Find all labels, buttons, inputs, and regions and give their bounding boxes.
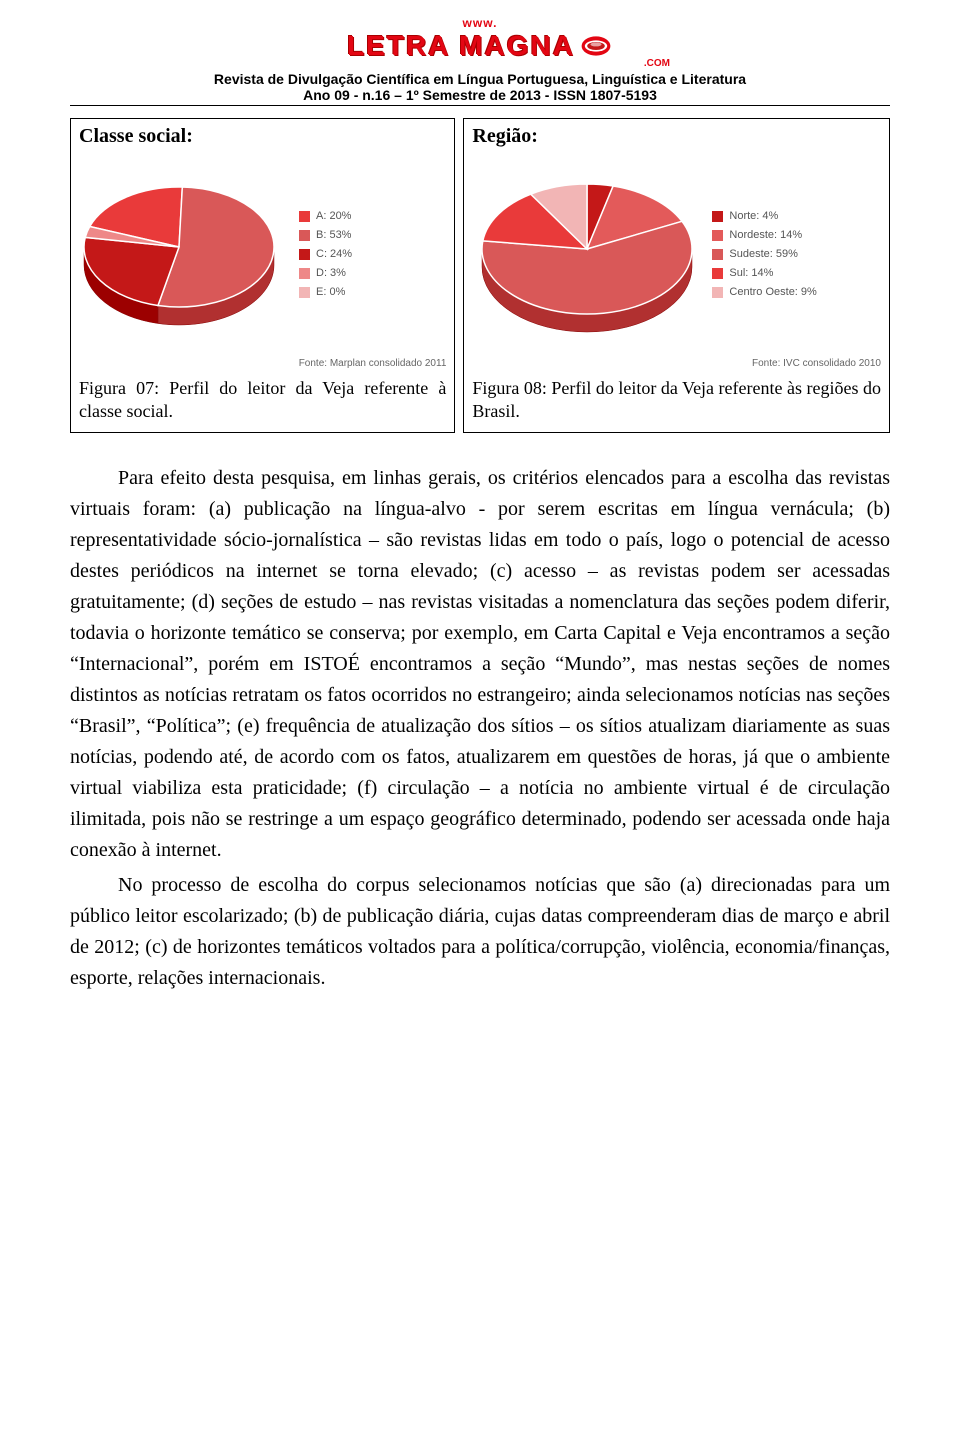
legend-swatch xyxy=(299,230,310,241)
figure-07-legend: A: 20% B: 53% C: 24% D: 3% E: 0% xyxy=(299,210,352,298)
legend-swatch xyxy=(299,268,310,279)
logo-eye-icon xyxy=(579,34,613,58)
logo-www: www. xyxy=(70,16,890,30)
figure-07-pie xyxy=(79,169,289,339)
figure-08-source: Fonte: IVC consolidado 2010 xyxy=(472,358,881,369)
legend-label: D: 3% xyxy=(316,267,346,279)
legend-item: A: 20% xyxy=(299,210,352,222)
paragraph-1: Para efeito desta pesquisa, em linhas ge… xyxy=(70,463,890,866)
legend-item: Norte: 4% xyxy=(712,210,816,222)
legend-label: Norte: 4% xyxy=(729,210,778,222)
legend-swatch xyxy=(712,230,723,241)
legend-label: Sudeste: 59% xyxy=(729,248,798,260)
figure-08-cell: Região: Norte: 4% Nordeste: 14% Sudeste: 5… xyxy=(463,118,890,433)
legend-swatch xyxy=(712,268,723,279)
legend-label: B: 53% xyxy=(316,229,351,241)
legend-swatch xyxy=(712,287,723,298)
legend-swatch xyxy=(299,249,310,260)
legend-swatch xyxy=(712,249,723,260)
figure-07-caption: Figura 07: Perfil do leitor da Veja refe… xyxy=(79,377,446,422)
legend-item: Centro Oeste: 9% xyxy=(712,286,816,298)
figure-08-caption: Figura 08: Perfil do leitor da Veja refe… xyxy=(472,377,881,422)
figure-07-source: Fonte: Marplan consolidado 2011 xyxy=(79,358,446,369)
legend-item: C: 24% xyxy=(299,248,352,260)
figures-row: Classe social: A: 20% B: 53% C: 24% D: 3% E:… xyxy=(70,118,890,433)
paragraph-2: No processo de escolha do corpus selecio… xyxy=(70,870,890,994)
legend-label: E: 0% xyxy=(316,286,345,298)
legend-swatch xyxy=(712,211,723,222)
legend-item: Sudeste: 59% xyxy=(712,248,816,260)
figure-07-title: Classe social: xyxy=(79,125,446,148)
legend-label: A: 20% xyxy=(316,210,351,222)
figure-08-title: Região: xyxy=(472,125,881,148)
page-header: www. LETRA MAGNA .COM Revista de Divulga… xyxy=(70,16,890,106)
body-text: Para efeito desta pesquisa, em linhas ge… xyxy=(70,463,890,994)
legend-item: B: 53% xyxy=(299,229,352,241)
legend-item: Nordeste: 14% xyxy=(712,229,816,241)
journal-title: Revista de Divulgação Científica em Líng… xyxy=(70,71,890,87)
figure-07-cell: Classe social: A: 20% B: 53% C: 24% D: 3% E:… xyxy=(70,118,455,433)
header-divider xyxy=(70,105,890,106)
journal-issue: Ano 09 - n.16 – 1º Semestre de 2013 - IS… xyxy=(70,87,890,103)
figure-08-legend: Norte: 4% Nordeste: 14% Sudeste: 59% Sul: 1… xyxy=(712,210,816,298)
legend-swatch xyxy=(299,211,310,222)
legend-item: E: 0% xyxy=(299,286,352,298)
legend-swatch xyxy=(299,287,310,298)
legend-label: Centro Oeste: 9% xyxy=(729,286,816,298)
logo-text: LETRA MAGNA xyxy=(347,30,575,62)
legend-label: C: 24% xyxy=(316,248,352,260)
legend-item: Sul: 14% xyxy=(712,267,816,279)
legend-item: D: 3% xyxy=(299,267,352,279)
legend-label: Nordeste: 14% xyxy=(729,229,802,241)
legend-label: Sul: 14% xyxy=(729,267,773,279)
figure-08-pie xyxy=(472,167,702,342)
